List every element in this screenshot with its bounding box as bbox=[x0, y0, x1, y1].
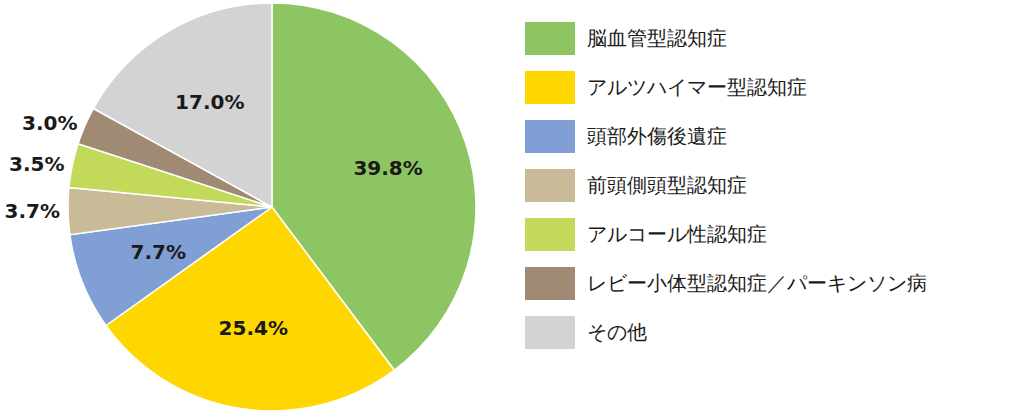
html-text:レビー小体型認知症／パーキンソン病: レビー小体型認知症／パーキンソン病 bbox=[587, 271, 927, 295]
html-text:アルコール性認知症: アルコール性認知症 bbox=[587, 222, 767, 246]
svg-text:7.7%: 7.7% bbox=[131, 240, 186, 264]
html-text:頭部外傷後遺症: 頭部外傷後遺症 bbox=[587, 124, 727, 148]
svg-text:25.4%: 25.4% bbox=[219, 316, 288, 340]
html-text:前頭側頭型認知症: 前頭側頭型認知症 bbox=[587, 173, 747, 197]
svg-text:39.8%: 39.8% bbox=[353, 156, 422, 180]
html-text:その他: その他 bbox=[587, 320, 647, 344]
svg-text:3.7%: 3.7% bbox=[8, 199, 60, 223]
svg-text:17.0%: 17.0% bbox=[175, 90, 244, 114]
svg-text:3.5%: 3.5% bbox=[9, 152, 64, 176]
html-text:アルツハイマー型認知症: アルツハイマー型認知症 bbox=[587, 75, 807, 99]
svg-text:3.0%: 3.0% bbox=[22, 111, 77, 135]
html-text:脳血管型認知症: 脳血管型認知症 bbox=[587, 26, 727, 50]
